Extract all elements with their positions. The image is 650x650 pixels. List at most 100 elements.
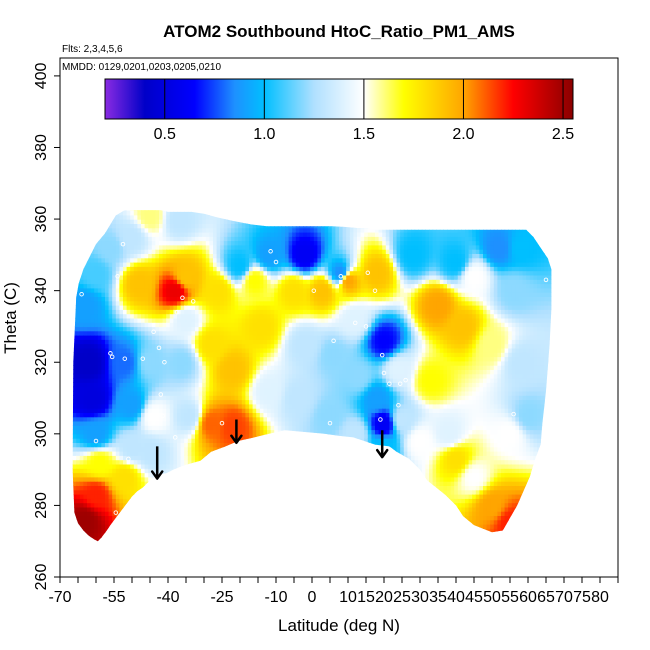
- heatmap-cell: [252, 425, 257, 431]
- heatmap-cell: [169, 481, 174, 486]
- heatmap-cell: [285, 266, 290, 272]
- heatmap-cell: [209, 395, 214, 401]
- heatmap-cell: [220, 232, 225, 237]
- heatmap-cell: [148, 236, 153, 242]
- heatmap-cell: [295, 214, 300, 220]
- heatmap-cell: [256, 412, 261, 418]
- heatmap-cell: [141, 494, 146, 499]
- heatmap-cell: [285, 365, 290, 370]
- heatmap-cell: [115, 296, 120, 302]
- heatmap-cell: [184, 472, 189, 478]
- heatmap-cell: [115, 219, 120, 224]
- heatmap-cell: [105, 403, 110, 409]
- heatmap-cell: [285, 210, 290, 212]
- heatmap-cell: [126, 416, 131, 422]
- heatmap-cell: [209, 236, 214, 242]
- heatmap-cell: [169, 253, 174, 259]
- heatmap-cell: [191, 365, 196, 370]
- heatmap-cell: [105, 343, 110, 349]
- heatmap-cell: [191, 528, 196, 534]
- heatmap-cell: [216, 442, 221, 448]
- heatmap-cell: [151, 210, 156, 212]
- heatmap-cell: [270, 408, 275, 413]
- heatmap-cell: [83, 463, 88, 469]
- heatmap-cell: [166, 494, 171, 499]
- heatmap-cell: [198, 532, 203, 538]
- heatmap-cell: [231, 335, 236, 340]
- heatmap-cell: [191, 266, 196, 272]
- heatmap-cell: [101, 524, 106, 529]
- heatmap-cell: [205, 459, 210, 465]
- heatmap-cell: [223, 317, 228, 323]
- heatmap-cell: [83, 494, 88, 499]
- heatmap-cell: [227, 369, 232, 375]
- heatmap-cell: [112, 532, 117, 538]
- heatmap-cell: [274, 214, 279, 220]
- heatmap-cell: [256, 536, 261, 542]
- heatmap-cell: [191, 339, 196, 345]
- heatmap-cell: [231, 249, 236, 254]
- heatmap-cell: [187, 446, 192, 452]
- heatmap-cell: [137, 485, 142, 491]
- heatmap-cell: [148, 210, 153, 212]
- heatmap-cell: [119, 283, 124, 289]
- heatmap-cell: [213, 283, 218, 289]
- heatmap-cell: [76, 382, 81, 388]
- heatmap-cell: [166, 223, 171, 229]
- heatmap-cell: [119, 378, 124, 383]
- heatmap-cell: [155, 326, 160, 332]
- heatmap-cell: [202, 425, 207, 431]
- heatmap-cell: [119, 476, 124, 482]
- heatmap-cell: [79, 524, 84, 529]
- heatmap-cell: [202, 279, 207, 285]
- heatmap-cell: [274, 266, 279, 272]
- heatmap-cell: [133, 395, 138, 401]
- heatmap-cell: [97, 481, 102, 486]
- heatmap-cell: [281, 343, 286, 349]
- heatmap-cell: [155, 249, 160, 254]
- heatmap-cell: [288, 429, 293, 435]
- heatmap-cell: [209, 274, 214, 280]
- heatmap-cell: [144, 369, 149, 375]
- heatmap-cell: [72, 528, 77, 534]
- heatmap-cell: [162, 356, 167, 362]
- heatmap-cell: [231, 330, 236, 336]
- heatmap-cell: [184, 292, 189, 297]
- heatmap-cell: [180, 287, 185, 293]
- heatmap-cell: [148, 506, 153, 512]
- heatmap-cell: [115, 343, 120, 349]
- heatmap-cell: [241, 459, 246, 465]
- heatmap-cell: [256, 223, 261, 229]
- heatmap-cell: [137, 519, 142, 525]
- heatmap-cell: [270, 425, 275, 431]
- heatmap-cell: [281, 352, 286, 358]
- heatmap-cell: [205, 481, 210, 486]
- heatmap-cell: [231, 494, 236, 499]
- heatmap-cell: [166, 244, 171, 250]
- heatmap-cell: [126, 442, 131, 448]
- heatmap-cell: [198, 365, 203, 370]
- heatmap-cell: [119, 360, 124, 366]
- heatmap-cell: [238, 524, 243, 529]
- heatmap-cell: [191, 506, 196, 512]
- heatmap-cell: [249, 472, 254, 478]
- heatmap-cell: [79, 429, 84, 435]
- heatmap-cell: [281, 416, 286, 422]
- heatmap-cell: [151, 438, 156, 443]
- heatmap-cell: [162, 459, 167, 465]
- heatmap-cell: [177, 257, 182, 263]
- heatmap-cell: [155, 390, 160, 396]
- heatmap-cell: [299, 472, 304, 478]
- heatmap-cell: [83, 279, 88, 285]
- heatmap-cell: [87, 442, 92, 448]
- heatmap-cell: [151, 223, 156, 229]
- heatmap-cell: [256, 210, 261, 216]
- heatmap-cell: [285, 425, 290, 431]
- heatmap-cell: [238, 429, 243, 435]
- heatmap-cell: [180, 451, 185, 456]
- heatmap-cell: [105, 515, 110, 521]
- heatmap-cell: [245, 305, 250, 310]
- heatmap-cell: [205, 210, 210, 216]
- heatmap-cell: [141, 485, 146, 491]
- heatmap-cell: [195, 322, 200, 328]
